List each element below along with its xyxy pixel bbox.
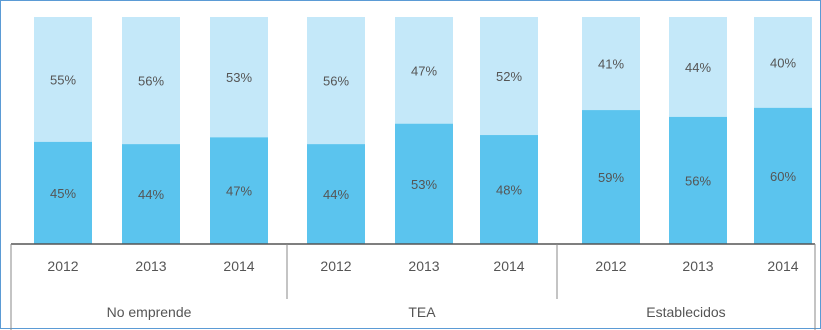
bar-segment-bottom: [582, 110, 640, 244]
bar-segment-bottom: [395, 123, 453, 244]
data-label-bottom: 44%: [138, 187, 164, 202]
data-label-top: 56%: [323, 74, 349, 89]
bar-segment-top: [669, 17, 727, 117]
data-label-bottom: 53%: [411, 177, 437, 192]
data-label-bottom: 56%: [685, 173, 711, 188]
x-tick-label: 2013: [408, 258, 439, 274]
data-label-top: 40%: [770, 55, 796, 70]
bar-segment-top: [210, 17, 268, 138]
bar-segment-top: [754, 17, 812, 108]
bar-segment-top: [480, 17, 538, 136]
bar-segment-top: [34, 17, 92, 142]
bar-segment-bottom: [122, 144, 180, 244]
bar-segment-bottom: [754, 107, 812, 244]
bar-segment-bottom: [307, 144, 365, 244]
data-label-top: 56%: [138, 74, 164, 89]
data-label-bottom: 59%: [598, 170, 624, 185]
data-label-bottom: 45%: [50, 186, 76, 201]
data-label-bottom: 47%: [226, 184, 252, 199]
bar-segment-top: [582, 17, 640, 111]
x-tick-label: 2014: [767, 258, 798, 274]
data-label-top: 41%: [598, 57, 624, 72]
x-tick-label: 2012: [320, 258, 351, 274]
bar-segment-top: [307, 17, 365, 145]
data-label-bottom: 48%: [496, 183, 522, 198]
x-tick-label: 2013: [135, 258, 166, 274]
data-label-top: 47%: [411, 63, 437, 78]
group-label: TEA: [408, 304, 436, 320]
x-tick-label: 2013: [682, 258, 713, 274]
x-tick-label: 2012: [595, 258, 626, 274]
x-tick-label: 2012: [47, 258, 78, 274]
x-tick-label: 2014: [493, 258, 524, 274]
data-label-bottom: 44%: [323, 187, 349, 202]
bar-segment-top: [122, 17, 180, 145]
data-label-top: 52%: [496, 69, 522, 84]
data-label-top: 53%: [226, 70, 252, 85]
bar-segment-bottom: [480, 135, 538, 244]
data-label-top: 55%: [50, 72, 76, 87]
bar-segment-top: [395, 17, 453, 124]
bar-segment-bottom: [669, 116, 727, 244]
data-label-top: 44%: [685, 60, 711, 75]
group-label: Establecidos: [646, 304, 725, 320]
x-tick-label: 2014: [223, 258, 254, 274]
group-label: No emprende: [107, 304, 192, 320]
bar-segment-bottom: [34, 141, 92, 244]
data-label-bottom: 60%: [770, 169, 796, 184]
bar-segment-bottom: [210, 137, 268, 244]
